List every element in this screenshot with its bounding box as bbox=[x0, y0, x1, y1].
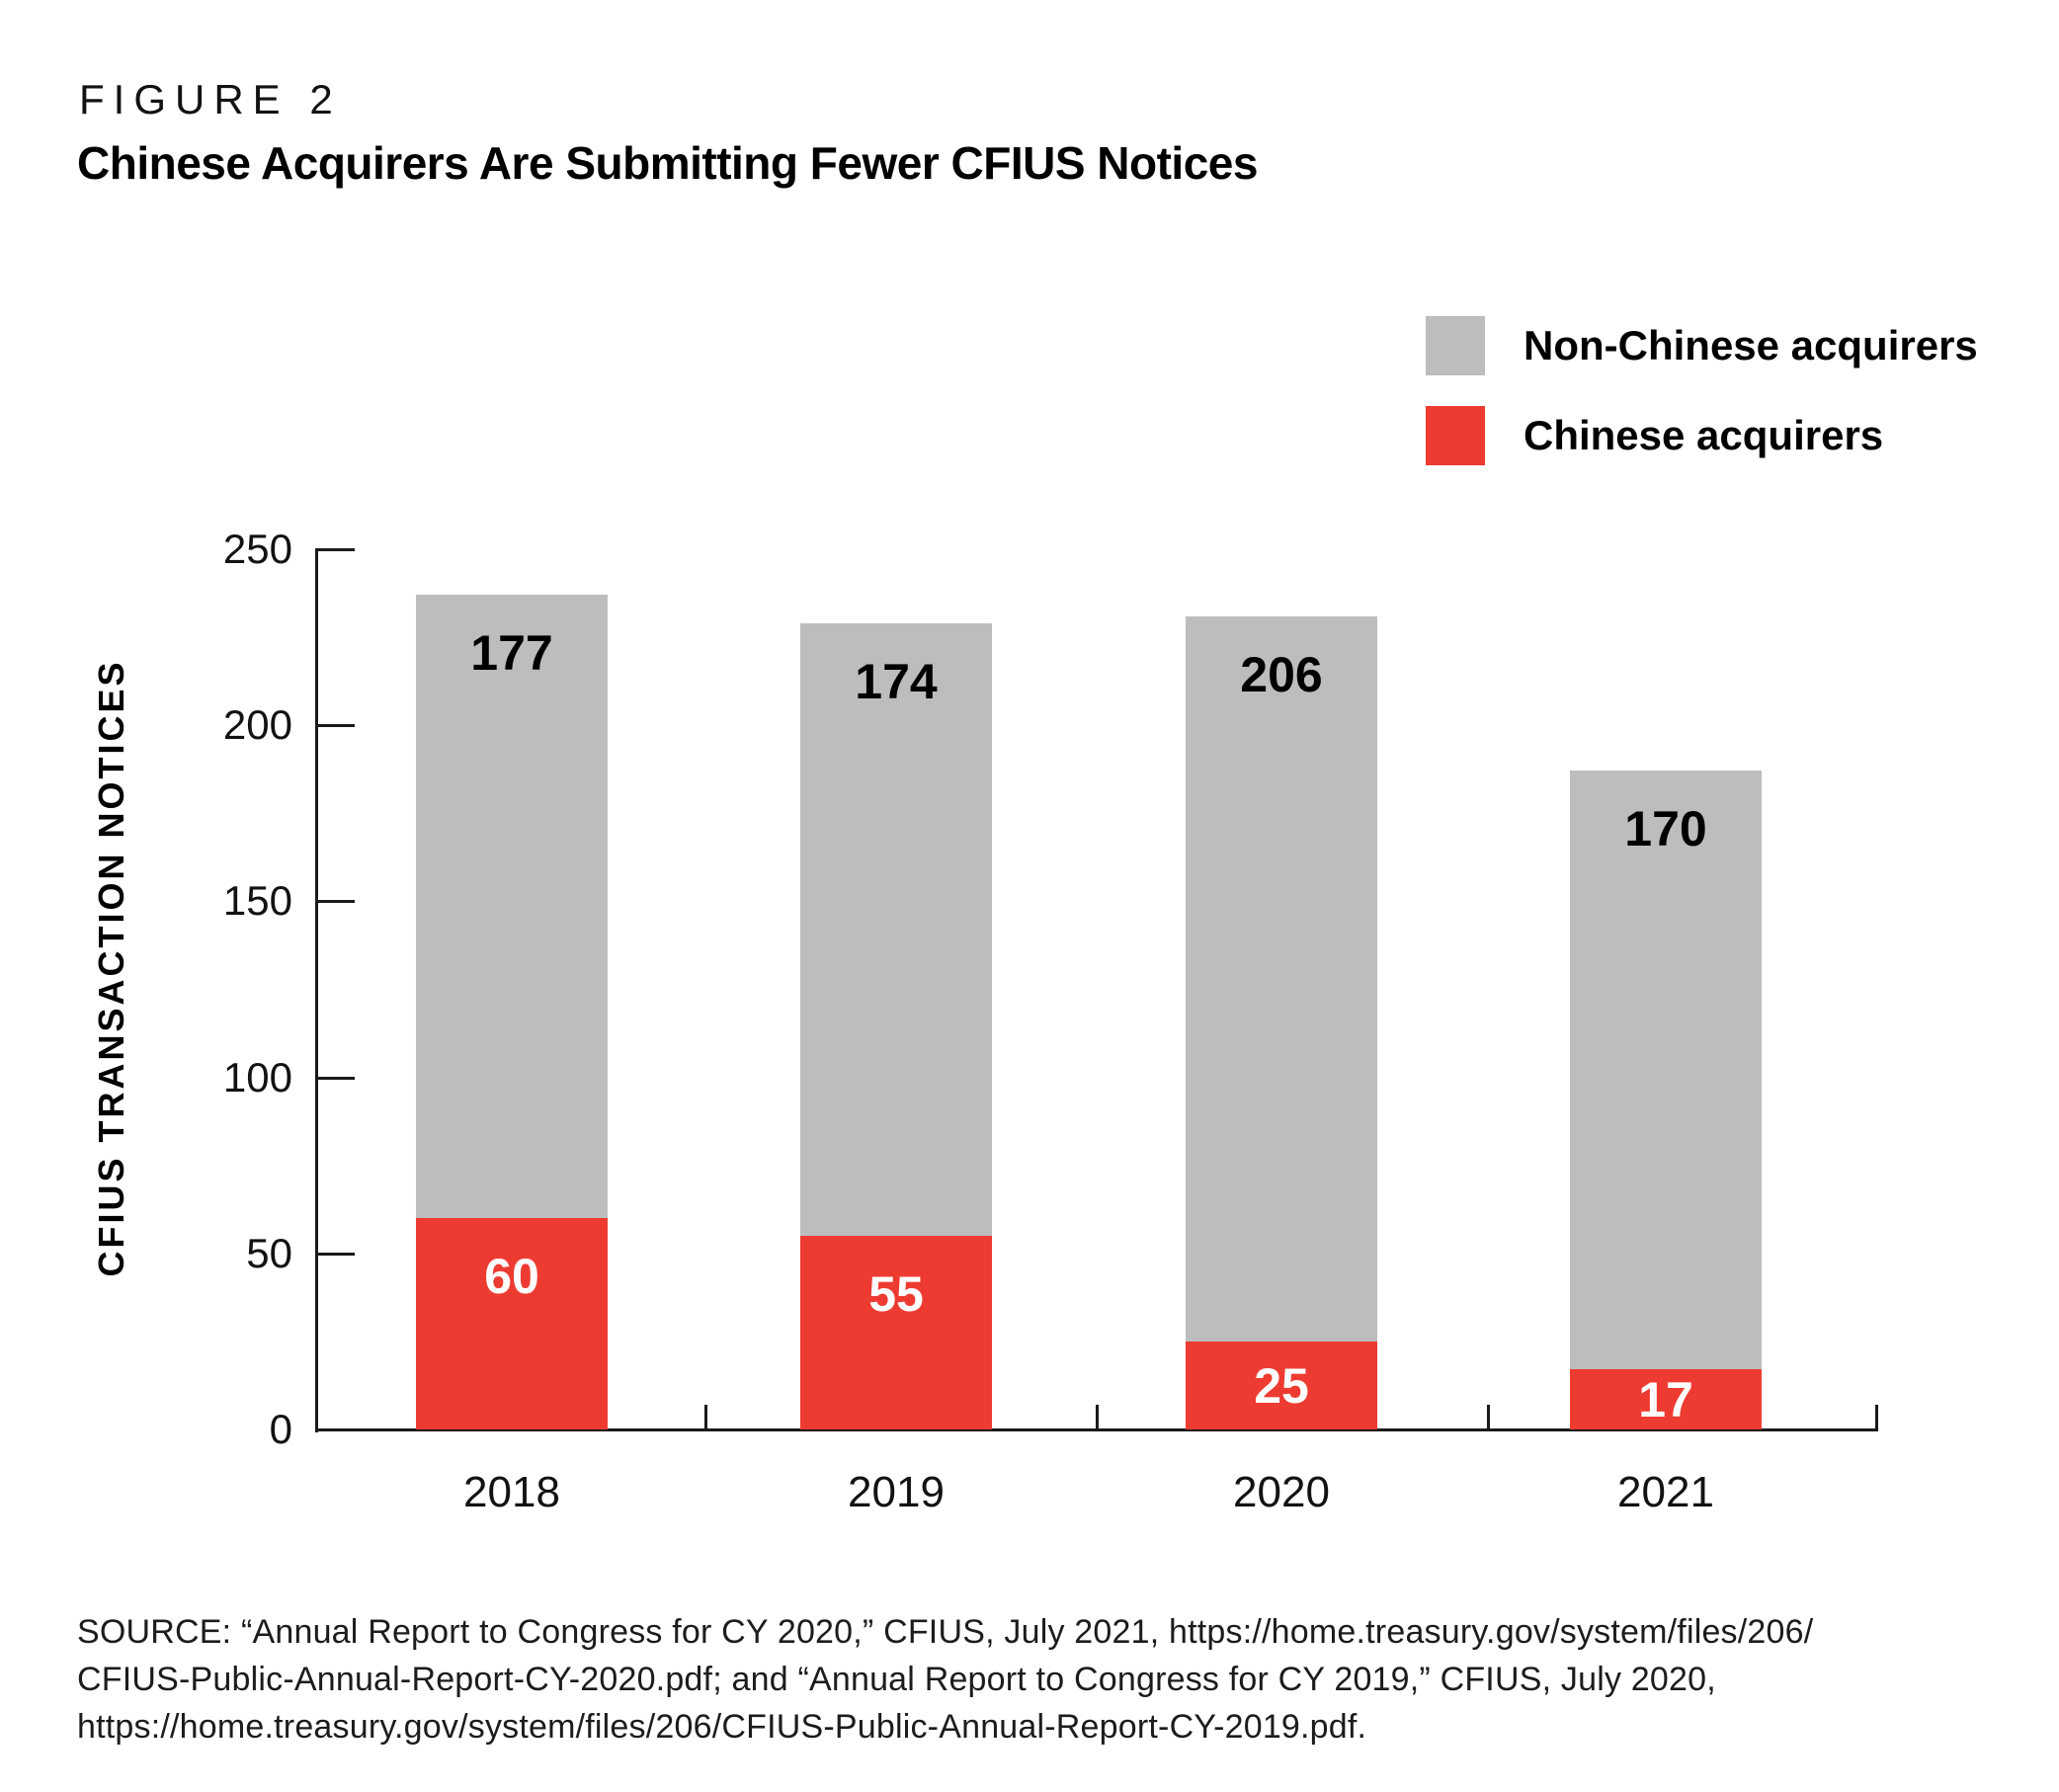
bar-2018-non-chinese-segment bbox=[416, 595, 608, 1218]
y-tick-200 bbox=[315, 724, 355, 728]
y-tick-label-50: 50 bbox=[246, 1229, 292, 1276]
y-tick-100 bbox=[315, 1076, 355, 1080]
bar-2021-non-chinese-value: 170 bbox=[1624, 801, 1707, 856]
x-category-label-2020: 2020 bbox=[1233, 1468, 1330, 1516]
bar-2020-non-chinese-segment bbox=[1186, 616, 1377, 1342]
bar-2019-non-chinese-segment bbox=[800, 623, 992, 1236]
figure-number-label: FIGURE 2 bbox=[79, 76, 342, 122]
legend-swatch-chinese-icon bbox=[1426, 406, 1485, 465]
legend-item-non-chinese: Non-Chinese acquirers bbox=[1426, 316, 1978, 375]
source-line: CFIUS-Public-Annual-Report-CY-2020.pdf; … bbox=[77, 1661, 1716, 1698]
x-tick-0 bbox=[704, 1405, 707, 1429]
x-tick-2 bbox=[1487, 1405, 1490, 1429]
bar-2018-non-chinese-value: 177 bbox=[470, 625, 553, 681]
legend-label-chinese: Chinese acquirers bbox=[1524, 412, 1884, 458]
y-tick-150 bbox=[315, 900, 355, 904]
bar-2021-non-chinese-segment bbox=[1570, 771, 1762, 1369]
x-tick-3 bbox=[1875, 1405, 1878, 1429]
source-line: https://home.treasury.gov/system/files/2… bbox=[77, 1708, 1367, 1746]
y-axis-line bbox=[315, 549, 318, 1432]
y-axis-title: CFIUS TRANSACTION NOTICES bbox=[91, 659, 131, 1277]
x-tick-1 bbox=[1096, 1405, 1099, 1429]
chart-legend: Non-Chinese acquirers Chinese acquirers bbox=[1426, 316, 1978, 496]
bar-2020-non-chinese-value: 206 bbox=[1240, 647, 1323, 702]
x-category-label-2019: 2019 bbox=[848, 1468, 945, 1516]
y-tick-label-0: 0 bbox=[269, 1406, 292, 1452]
x-category-label-2018: 2018 bbox=[463, 1468, 560, 1516]
source-line: SOURCE: “Annual Report to Congress for C… bbox=[77, 1613, 1814, 1651]
source-note: SOURCE: “Annual Report to Congress for C… bbox=[77, 1608, 1813, 1751]
figure-title: Chinese Acquirers Are Submitting Fewer C… bbox=[77, 137, 1258, 189]
bar-2018-chinese-segment bbox=[416, 1218, 608, 1429]
y-tick-250 bbox=[315, 548, 355, 551]
legend-item-chinese: Chinese acquirers bbox=[1426, 406, 1978, 465]
x-axis-line bbox=[315, 1428, 1878, 1431]
legend-swatch-non-chinese-icon bbox=[1426, 316, 1485, 375]
y-tick-50 bbox=[315, 1252, 355, 1256]
bar-2018-chinese-value: 60 bbox=[484, 1249, 539, 1304]
bar-2021-chinese-value: 17 bbox=[1638, 1371, 1693, 1427]
bar-2019-chinese-segment bbox=[800, 1236, 992, 1429]
bar-2019-non-chinese-value: 174 bbox=[855, 654, 938, 709]
bar-2019-chinese-value: 55 bbox=[868, 1266, 924, 1322]
bar-2020-chinese-value: 25 bbox=[1254, 1357, 1309, 1414]
bar-2020-chinese-segment bbox=[1186, 1342, 1377, 1429]
x-category-label-2021: 2021 bbox=[1617, 1468, 1714, 1516]
y-tick-label-150: 150 bbox=[222, 877, 292, 925]
y-tick-label-200: 200 bbox=[222, 701, 292, 749]
legend-label-non-chinese: Non-Chinese acquirers bbox=[1524, 322, 1978, 368]
y-tick-label-100: 100 bbox=[222, 1053, 292, 1100]
y-tick-label-250: 250 bbox=[222, 526, 292, 572]
bar-2021-chinese-segment bbox=[1570, 1369, 1762, 1429]
